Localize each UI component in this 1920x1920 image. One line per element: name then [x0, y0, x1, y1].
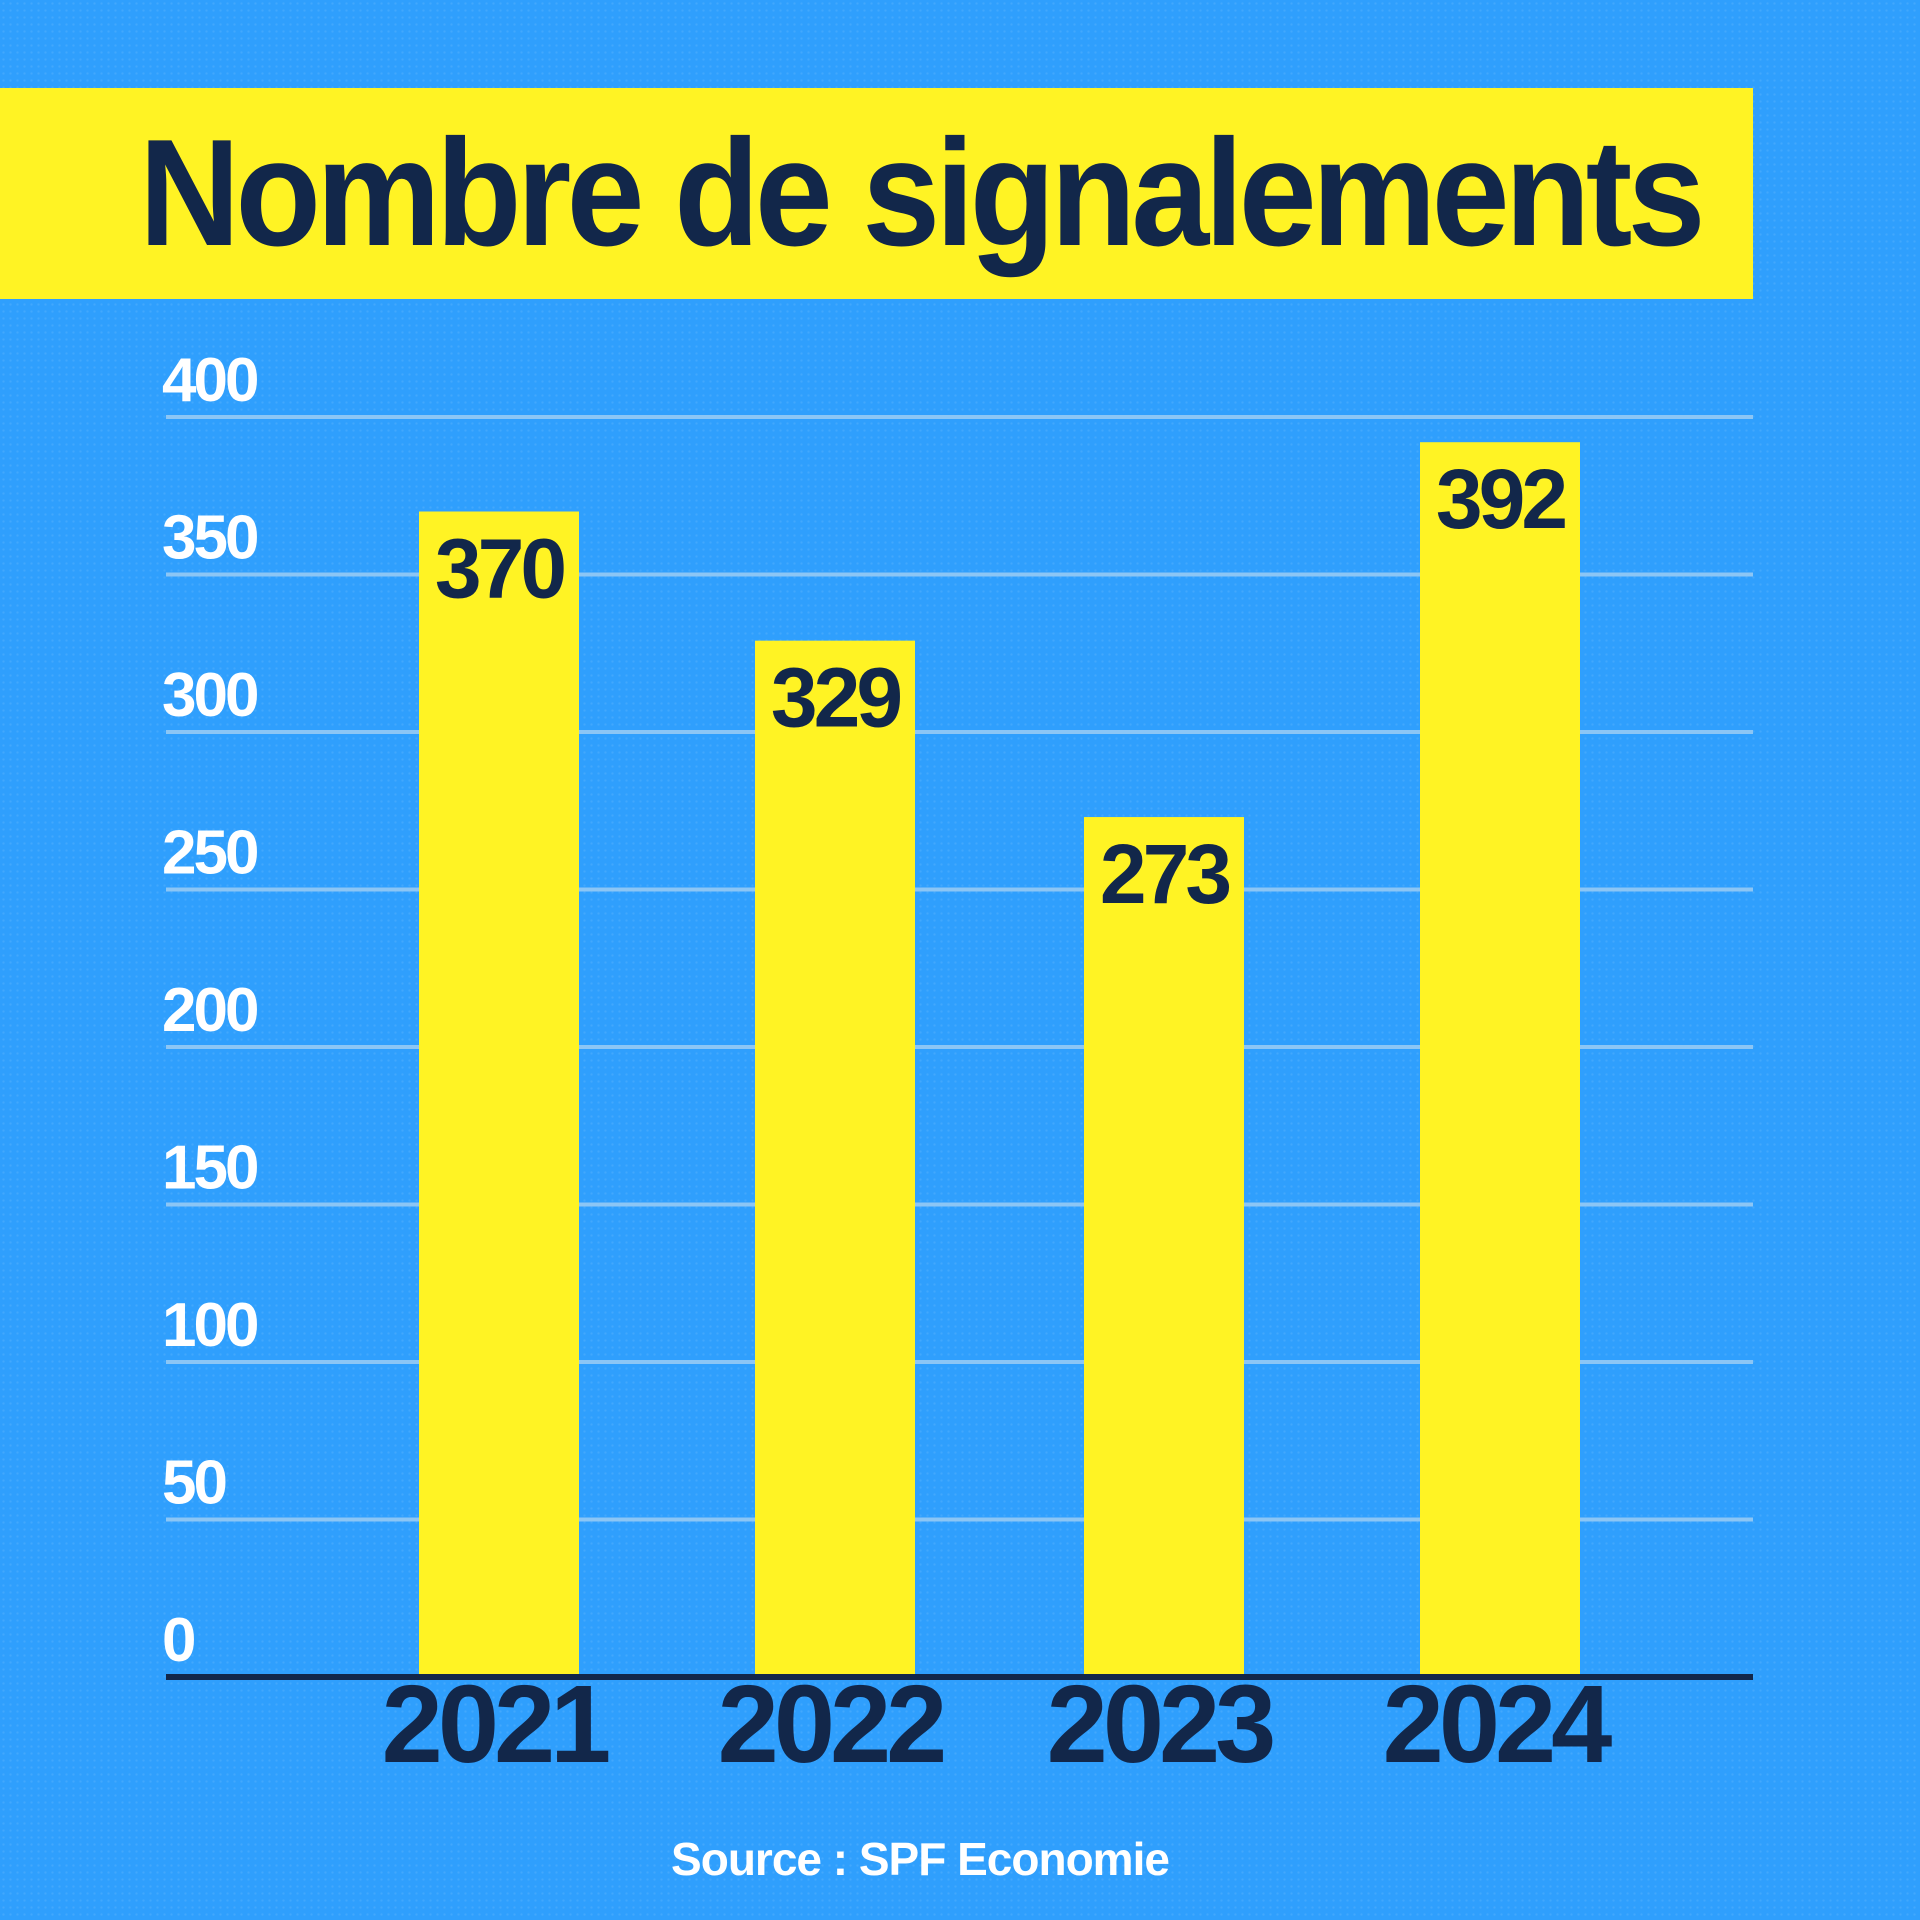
y-tick-label-150: 150: [162, 1134, 257, 1203]
y-tick-label-200: 200: [162, 976, 257, 1045]
x-tick-label-2022: 2022: [718, 1663, 944, 1786]
data-label-2022: 329: [771, 651, 900, 745]
bar-2022: [755, 640, 915, 1677]
y-tick-label-250: 250: [162, 819, 257, 888]
bar-2024: [1420, 442, 1580, 1678]
y-tick-label-0: 0: [162, 1606, 194, 1675]
source-note: Source : SPF Economie: [671, 1833, 1170, 1885]
y-tick-label-50: 50: [162, 1449, 225, 1518]
x-tick-label-2024: 2024: [1383, 1663, 1613, 1786]
y-tick-label-400: 400: [162, 346, 257, 415]
x-tick-label-2021: 2021: [382, 1663, 610, 1786]
title-band: [0, 88, 1753, 299]
chart-title: Nombre de signalements: [139, 108, 1705, 278]
data-label-2023: 273: [1100, 827, 1229, 921]
y-tick-label-300: 300: [162, 661, 257, 730]
x-tick-label-2023: 2023: [1047, 1663, 1274, 1786]
bar-2023: [1084, 817, 1244, 1677]
bar-2021: [419, 511, 579, 1677]
data-label-2024: 392: [1436, 452, 1565, 546]
data-label-2021: 370: [435, 522, 564, 616]
y-tick-label-350: 350: [162, 504, 257, 573]
y-tick-label-100: 100: [162, 1291, 257, 1360]
